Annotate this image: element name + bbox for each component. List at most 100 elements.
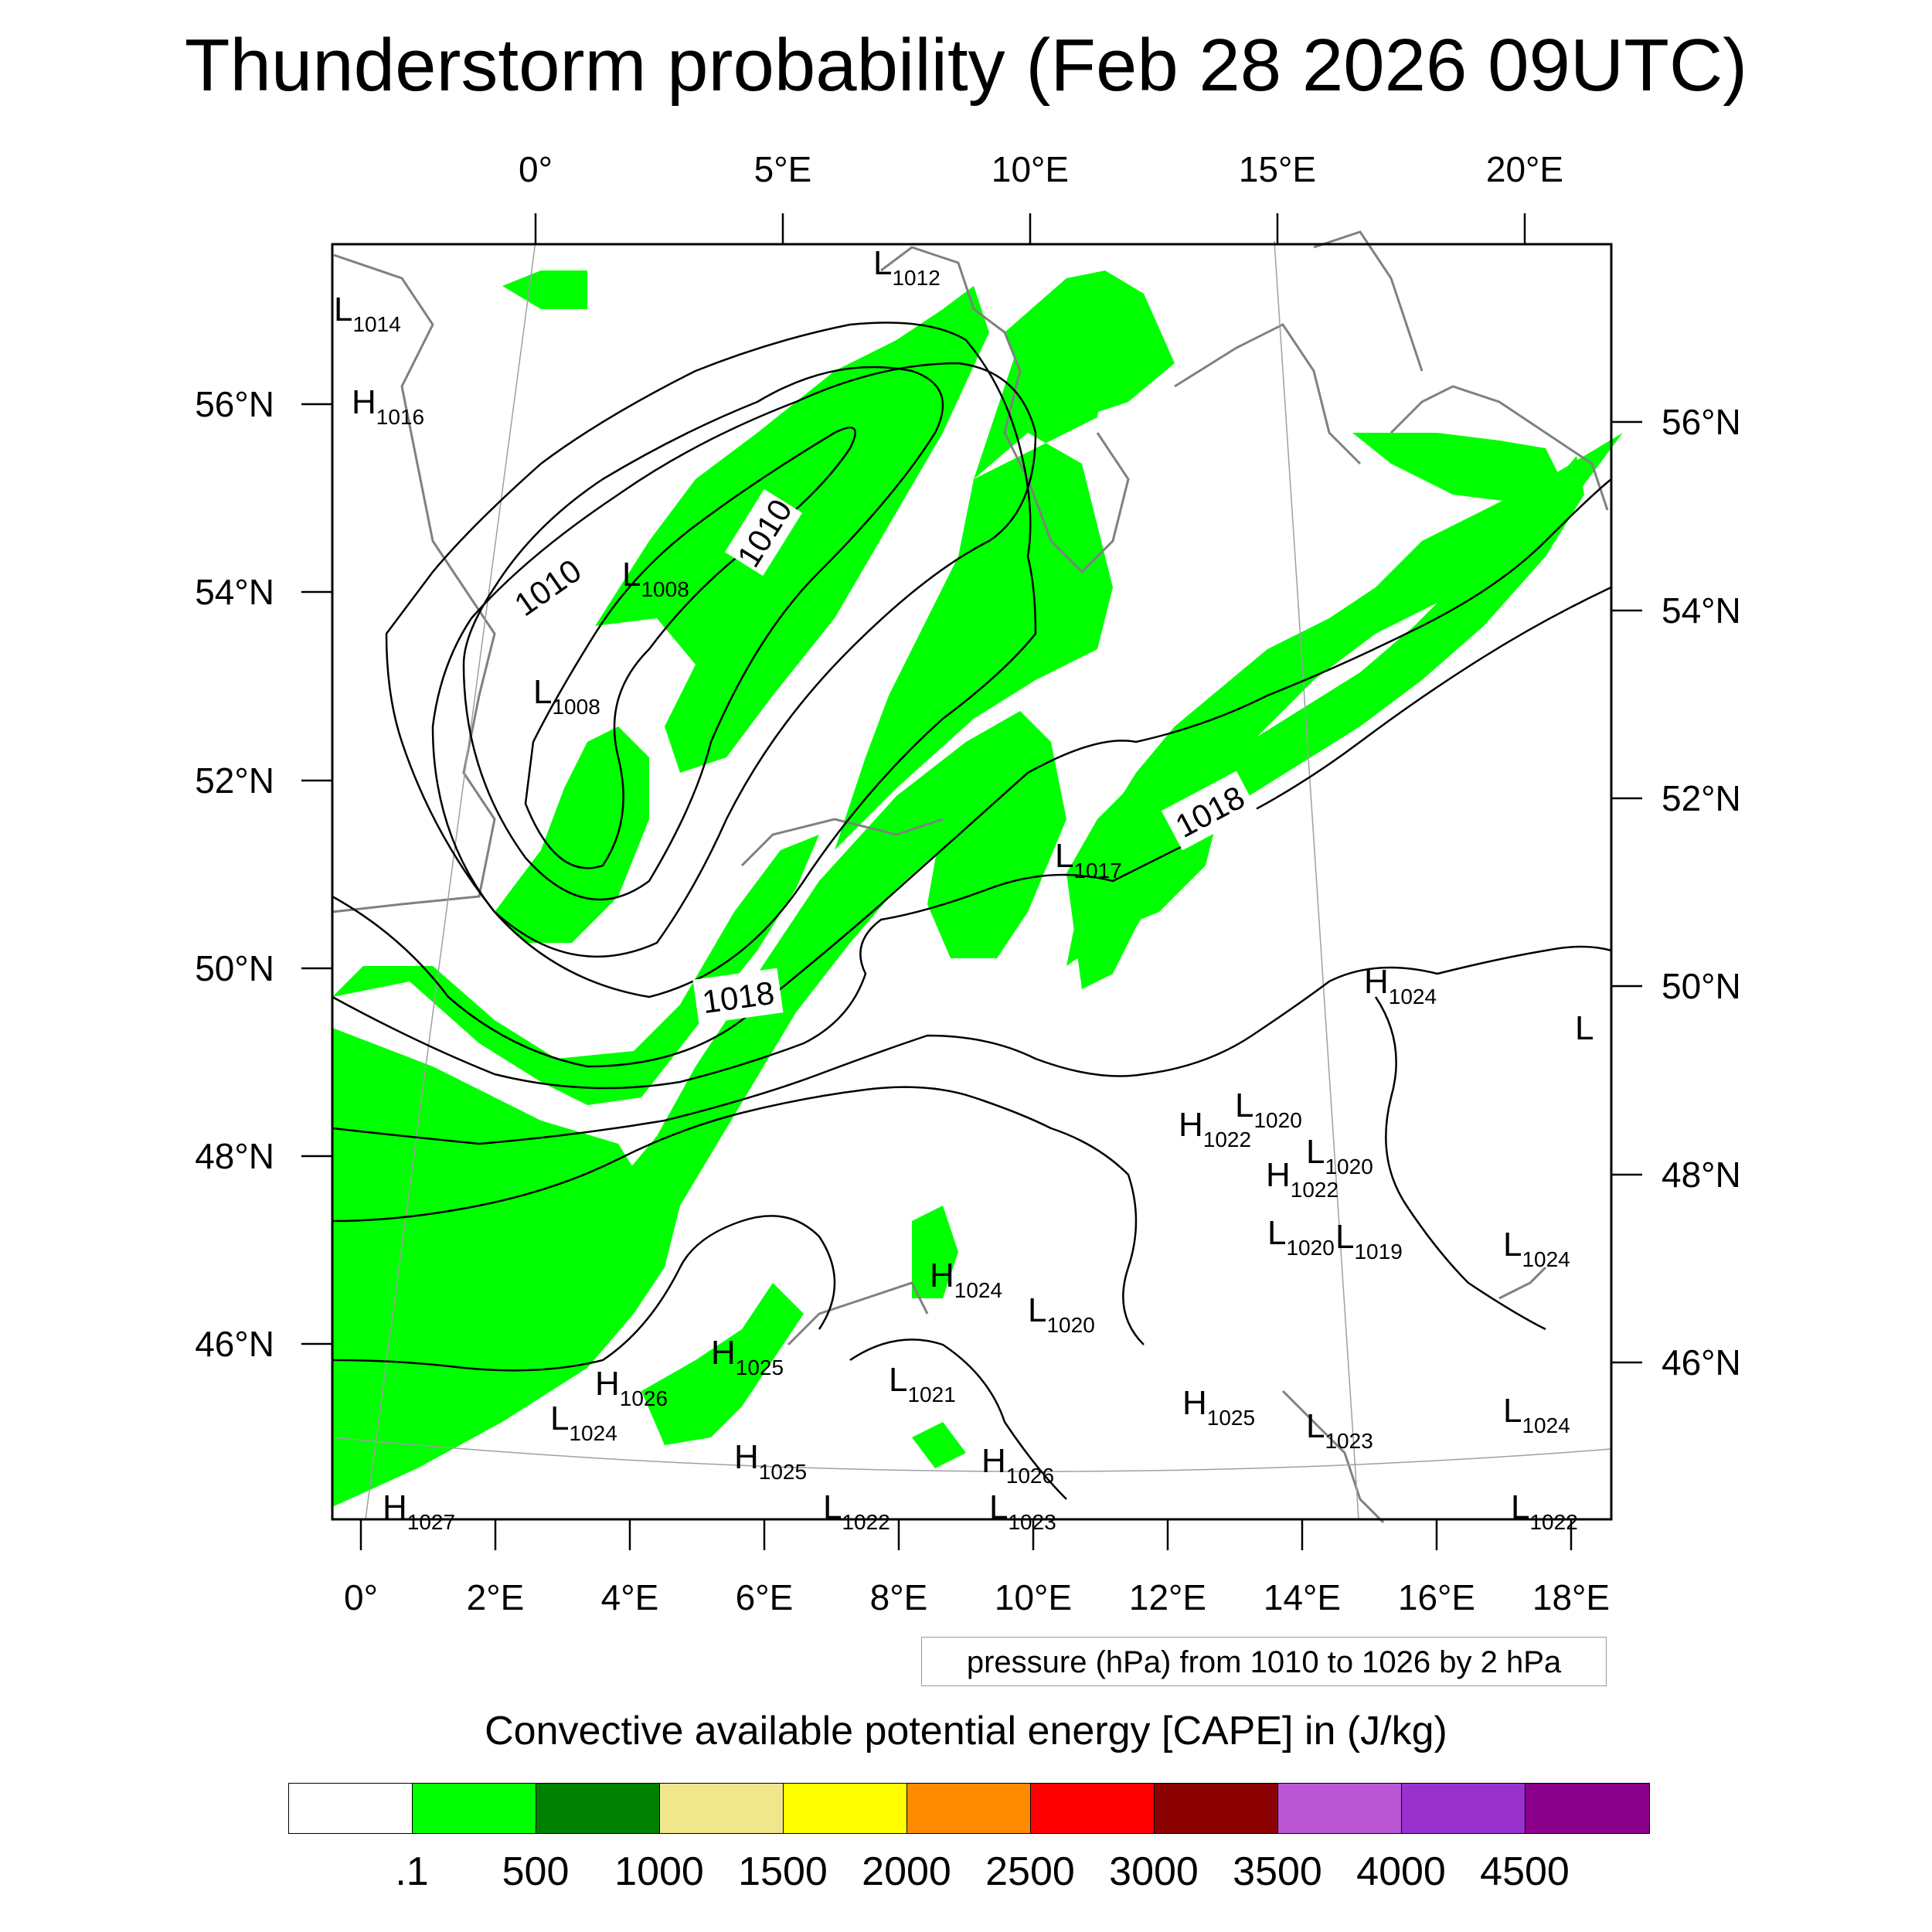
colorbar-box: [1278, 1784, 1402, 1833]
pressure-value: 1022: [1203, 1128, 1251, 1151]
pressure-type: L: [1511, 1488, 1529, 1526]
colorbar-title: Convective available potential energy [C…: [485, 1709, 1447, 1753]
low-pressure-mark: L1008: [622, 556, 689, 601]
pressure-type: H: [595, 1365, 620, 1403]
lon-label: 12°E: [1129, 1577, 1206, 1617]
colorbar-box: [660, 1784, 784, 1833]
isobar-1008: [524, 427, 856, 869]
lat-label: 54°N: [195, 572, 274, 612]
lat-label: 48°N: [195, 1136, 274, 1176]
cape-area-germany: [835, 294, 1113, 850]
colorbar-box: [1402, 1784, 1526, 1833]
tick-marks: [301, 213, 1642, 1550]
pressure-type: L: [1055, 837, 1073, 875]
colorbar-label: 3000: [1109, 1849, 1199, 1894]
pressure-type: L: [989, 1488, 1008, 1526]
colorbar-label: 3500: [1233, 1849, 1322, 1894]
pressure-type: H: [734, 1438, 759, 1476]
pressure-type: L: [1503, 1392, 1522, 1430]
left-lat-labels: 56°N 54°N 52°N 50°N 48°N 46°N: [195, 384, 274, 1364]
colorbar-box: [536, 1784, 660, 1833]
pressure-value: 1016: [376, 405, 424, 429]
colorbar-label: .1: [395, 1849, 429, 1894]
pressure-type: L: [873, 244, 892, 282]
pressure-value: 1023: [1008, 1510, 1056, 1534]
low-pressure-mark: L1024: [1503, 1226, 1570, 1271]
high-pressure-mark: H1026: [595, 1365, 668, 1410]
lon-label: 14°E: [1264, 1577, 1341, 1617]
pressure-value: 1020: [1325, 1155, 1372, 1179]
lat-label: 48°N: [1662, 1155, 1741, 1195]
pressure-type: H: [383, 1488, 407, 1526]
lon-label: 0°: [519, 149, 553, 189]
pressure-type: L: [1235, 1087, 1253, 1124]
low-pressure-mark: L1021: [889, 1361, 956, 1406]
low-pressure-mark: L1017: [1055, 837, 1122, 883]
cape-area-northsea: [595, 286, 989, 773]
cape-area-denmark: [1005, 270, 1175, 417]
colorbar-box: [784, 1784, 907, 1833]
cape-area-alps: [641, 1206, 966, 1468]
isobar-1018: [332, 586, 1612, 1090]
pressure-type: L: [1575, 1009, 1594, 1047]
pressure-value: 1012: [892, 266, 940, 290]
pressure-value: 1024: [1522, 1247, 1570, 1271]
page-title: Thunderstorm probability (Feb 28 2026 09…: [184, 24, 1748, 107]
high-pressure-mark: H1026: [981, 1442, 1054, 1488]
colorbar-box: [1031, 1784, 1155, 1833]
low-pressure-mark: L1023: [989, 1488, 1056, 1534]
pressure-type: H: [711, 1334, 736, 1372]
low-pressure-mark: L1022: [823, 1488, 890, 1534]
lat-label: 50°N: [195, 948, 274, 988]
isobar-1022: [332, 1086, 1145, 1345]
colorbar: [288, 1783, 1650, 1834]
pressure-value: 1022: [1529, 1510, 1577, 1534]
colorbar-label: 500: [502, 1849, 570, 1894]
lat-label: 52°N: [195, 760, 274, 801]
high-pressure-mark: H1025: [711, 1334, 784, 1379]
lat-label: 52°N: [1662, 778, 1741, 818]
pressure-type: H: [352, 383, 376, 421]
lon-label: 0°: [344, 1577, 378, 1617]
pressure-type: H: [1182, 1384, 1207, 1422]
lon-label: 10°E: [995, 1577, 1072, 1617]
colorbar-box: [907, 1784, 1031, 1833]
isobar-1010: [462, 366, 944, 901]
pressure-type: L: [550, 1400, 569, 1437]
colorbar-label: 2000: [862, 1849, 951, 1894]
pressure-value: 1014: [352, 312, 400, 336]
pressure-value: 1024: [1389, 985, 1437, 1009]
cape-area-poland: [1066, 456, 1584, 989]
pressure-type: L: [1335, 1218, 1354, 1256]
top-lon-labels: 0° 5°E 10°E 15°E 20°E: [519, 149, 1563, 189]
lat-label: 46°N: [195, 1324, 274, 1364]
pressure-value: 1025: [1207, 1406, 1255, 1430]
pressure-contour-note: pressure (hPa) from 1010 to 1026 by 2 hP…: [921, 1637, 1607, 1686]
colorbar-box: [289, 1784, 413, 1833]
lat-label: 50°N: [1662, 966, 1741, 1006]
colorbar-label: 4000: [1356, 1849, 1446, 1894]
pressure-value: 1017: [1073, 859, 1121, 883]
isobar-1016: [332, 478, 1612, 1068]
lon-label: 5°E: [754, 149, 812, 189]
colorbar-label: 1000: [614, 1849, 704, 1894]
colorbar-box: [413, 1784, 536, 1833]
pressure-type: H: [981, 1442, 1006, 1480]
lon-label: 20°E: [1486, 149, 1563, 189]
colorbar-label: 4500: [1480, 1849, 1570, 1894]
low-pressure-mark: L1020: [1235, 1087, 1302, 1132]
colorbar-box: [1155, 1784, 1278, 1833]
isobar-1014: [385, 321, 1037, 998]
pressure-type: L: [1028, 1291, 1046, 1329]
cape-area-southwest: [332, 711, 1051, 1507]
pressure-value: 1026: [620, 1386, 668, 1410]
pressure-type: L: [622, 556, 641, 594]
pressure-type: L: [1267, 1214, 1286, 1252]
pressure-value: 1020: [1286, 1236, 1334, 1260]
pressure-value: 1021: [907, 1383, 955, 1406]
pressure-type: H: [1364, 963, 1389, 1001]
bottom-lon-labels: 0° 2°E 4°E 6°E 8°E 10°E 12°E 14°E 16°E 1…: [344, 1577, 1610, 1617]
pressure-value: 1022: [1291, 1178, 1338, 1202]
pressure-value: 1024: [954, 1278, 1002, 1302]
